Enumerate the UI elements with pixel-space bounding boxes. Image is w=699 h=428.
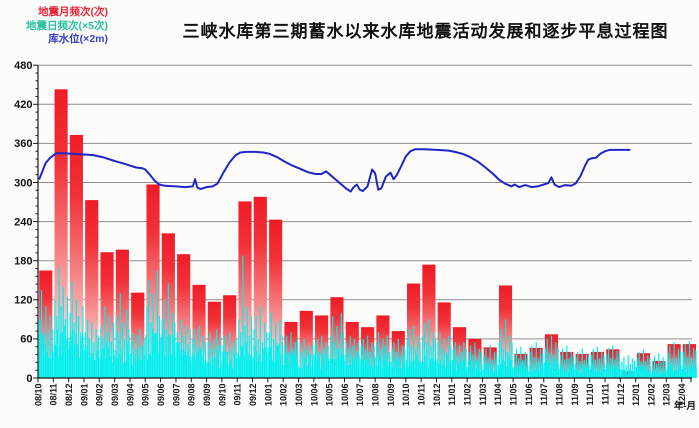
x-tick-label: 10/09 (386, 384, 396, 407)
x-tick-label: 10/08 (371, 384, 381, 407)
x-tick-label: 09/05 (141, 384, 151, 407)
y-tick-label: 120 (14, 295, 32, 307)
y-tick-label: 480 (14, 60, 32, 72)
x-tick-label: 12/03 (662, 384, 672, 407)
x-tick-label: 10/01 (263, 384, 273, 407)
chart-legend: 地震月频次(次) 地震日频次(×5次) 库水位(×2m) (6, 6, 108, 47)
chart-title: 三峡水库第三期蓄水以来水库地震活动发展和逐步平息过程图 (182, 22, 669, 41)
x-tick-label: 12/04 (677, 384, 687, 407)
axes (33, 64, 692, 383)
x-tick-label: 11/05 (508, 384, 518, 406)
x-axis-labels: 08/10 08/11 08/12 09/01 09/02 09/03 09/04 09/05… (33, 384, 687, 407)
x-tick-label: 10/02 (279, 384, 289, 407)
x-tick-label: 10/06 (340, 384, 350, 407)
y-tick-label: 0 (26, 373, 32, 385)
x-tick-label: 09/11 (233, 384, 243, 406)
y-tick-label: 300 (14, 177, 32, 189)
x-tick-label: 11/06 (524, 384, 534, 406)
x-tick-label: 08/12 (64, 384, 74, 407)
y-tick-label: 60 (20, 334, 32, 346)
x-tick-label: 11/02 (463, 384, 473, 406)
y-tick-label: 240 (14, 216, 32, 228)
y-tick-label: 180 (14, 256, 32, 268)
legend-item-water-level: 库水位(×2m) (48, 33, 108, 45)
daily-frequency-spikes (38, 255, 697, 378)
x-tick-label: 08/11 (49, 384, 59, 406)
legend-item-daily-frequency: 地震日频次(×5次) (26, 19, 108, 32)
x-tick-label: 11/10 (585, 384, 595, 406)
monthly-frequency-bars (39, 89, 696, 378)
x-tick-label: 11/11 (600, 384, 610, 406)
x-tick-label: 11/07 (539, 384, 549, 406)
x-tick-label: 10/11 (417, 384, 427, 406)
x-tick-label: 09/01 (79, 384, 89, 407)
y-tick-label: 360 (14, 138, 32, 150)
x-tick-label: 09/07 (171, 384, 181, 407)
x-tick-label: 11/12 (616, 384, 626, 406)
x-tick-label: 09/02 (95, 384, 105, 407)
x-tick-label: 09/04 (125, 384, 135, 407)
x-tick-label: 11/09 (570, 384, 580, 406)
x-tick-label: 10/10 (401, 384, 411, 407)
x-tick-label: 10/07 (355, 384, 365, 407)
x-tick-label: 09/08 (187, 384, 197, 407)
x-axis-unit-label: 年-月 (674, 400, 696, 412)
x-tick-label: 11/01 (447, 384, 457, 406)
legend-item-monthly-frequency: 地震月频次(次) (38, 6, 108, 18)
y-tick-label: 420 (14, 99, 32, 111)
x-tick-label: 11/04 (493, 384, 503, 406)
x-tick-label: 09/09 (202, 384, 212, 407)
x-tick-label: 10/12 (432, 384, 442, 407)
y-axis-labels: 0 60 120 180 240 300 360 420 480 (14, 60, 32, 385)
x-tick-label: 08/10 (33, 384, 43, 407)
water-level-line (38, 148, 631, 193)
x-tick-label: 12/01 (631, 384, 641, 407)
x-tick-label: 11/03 (478, 384, 488, 406)
x-tick-label: 09/03 (110, 384, 120, 407)
x-tick-label: 10/05 (325, 384, 335, 407)
x-tick-label: 12/02 (646, 384, 656, 407)
x-tick-label: 10/03 (294, 384, 304, 407)
x-tick-label: 10/04 (309, 384, 319, 407)
x-tick-label: 09/12 (248, 384, 258, 407)
x-tick-label: 09/10 (217, 384, 227, 407)
x-tick-label: 11/08 (554, 384, 564, 406)
x-tick-label: 09/06 (156, 384, 166, 407)
